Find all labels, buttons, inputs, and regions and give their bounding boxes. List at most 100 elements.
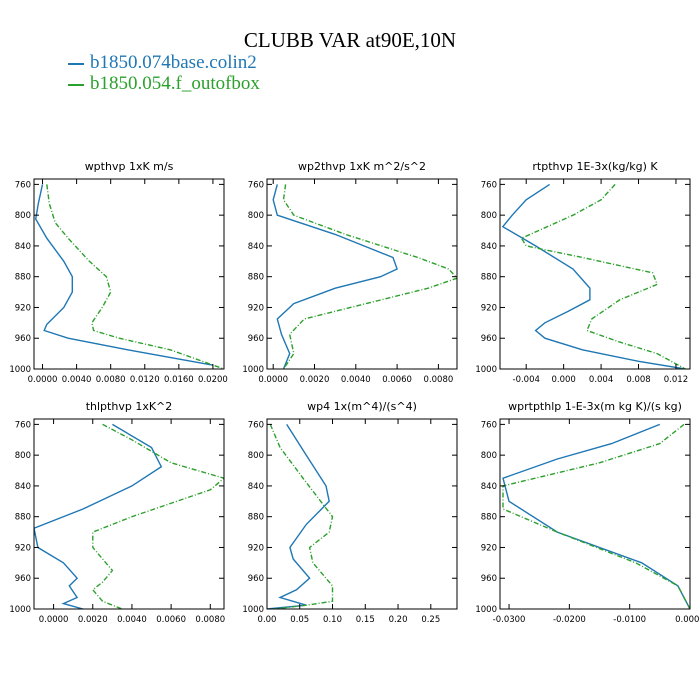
y-tick-label: 840	[248, 242, 264, 252]
y-tick-label: 1000	[9, 365, 31, 375]
y-tick-label: 800	[481, 451, 497, 461]
y-tick-label: 880	[248, 273, 264, 283]
x-tick-label: 0.0200	[198, 375, 228, 385]
x-tick-label: 0.05	[290, 615, 309, 625]
series-line-2	[46, 184, 224, 369]
series-line-1	[34, 423, 163, 609]
series-line-1	[267, 424, 330, 609]
y-tick-label: 920	[248, 303, 264, 313]
legend-swatch-1	[68, 62, 84, 65]
series-line-1	[34, 184, 214, 366]
series-line-1	[502, 423, 690, 609]
legend-label-2: b1850.054.f_outofbox	[90, 73, 260, 94]
panel-frame	[33, 418, 225, 610]
panel-frame	[33, 178, 225, 370]
x-tick-label: 0.0060	[156, 615, 186, 625]
x-tick-label: 0.000	[551, 375, 575, 385]
y-tick-label: 1000	[475, 605, 497, 615]
figure-title: CLUBB VAR at90E,10N	[243, 28, 457, 52]
panel-1: wpthvp 1xK m/s76080084088092096010000.00…	[9, 160, 227, 385]
panel-6: wprtpthlp 1-E-3x(m kg K)/(s kg) 760 800 840…	[475, 400, 700, 625]
y-tick-label: 880	[481, 273, 497, 283]
y-tick-label: 760	[248, 180, 264, 190]
panel-2: wp2thvp 1xK m^2/s^2 760 800 840 880 920 960 100…	[242, 160, 458, 385]
x-tick-label: 0.10	[323, 615, 342, 625]
panel-frame	[499, 418, 691, 610]
y-tick-label: 960	[15, 574, 31, 584]
y-tick-label: 840	[481, 242, 497, 252]
y-tick-label: 840	[248, 482, 264, 492]
y-tick-label: 920	[15, 543, 31, 553]
legend-swatch-2	[68, 83, 84, 86]
y-tick-label: 760	[248, 420, 264, 430]
x-tick-label: 0.0040	[62, 375, 92, 385]
panel-title: wp2thvp 1xK m^2/s^2	[298, 160, 426, 173]
y-tick-label: 800	[248, 211, 264, 221]
y-tick-label: 800	[481, 211, 497, 221]
panel-frame	[266, 418, 458, 610]
legend-item-1: b1850.074base.colin2	[68, 52, 260, 73]
x-tick-label: 0.0060	[382, 375, 412, 385]
y-tick-label: 920	[248, 543, 264, 553]
x-tick-label: 0.0020	[78, 615, 108, 625]
y-tick-label: 880	[15, 513, 31, 523]
panel-title: wp4 1x(m^4)/(s^4)	[307, 400, 417, 413]
x-tick-label: 0.0040	[117, 615, 147, 625]
x-tick-label: 0.0120	[130, 375, 160, 385]
y-tick-label: 920	[481, 303, 497, 313]
y-tick-label: 1000	[475, 365, 497, 375]
panel-title: wpthvp 1xK m/s	[85, 160, 174, 173]
x-tick-label: 0.0000	[28, 375, 58, 385]
x-tick-label: -0.0100	[613, 615, 646, 625]
y-tick-label: 960	[248, 334, 264, 344]
x-tick-label: 0.20	[389, 615, 408, 625]
panel-frame	[499, 178, 691, 370]
series-line-2	[282, 184, 457, 369]
legend: b1850.074base.colin2 b1850.054.f_outofbo…	[68, 52, 260, 94]
y-tick-label: 880	[15, 273, 31, 283]
y-tick-label: 760	[15, 180, 31, 190]
y-tick-label: 960	[15, 334, 31, 344]
x-tick-label: 0.008	[626, 375, 650, 385]
x-tick-label: 0.0080	[96, 375, 126, 385]
y-tick-label: 760	[481, 420, 497, 430]
y-tick-label: 960	[248, 574, 264, 584]
y-tick-label: 1000	[242, 605, 264, 615]
x-tick-label: 0.00	[258, 615, 277, 625]
legend-label-1: b1850.074base.colin2	[90, 52, 257, 73]
x-tick-label: 0.0080	[424, 375, 454, 385]
y-tick-label: 1000	[242, 365, 264, 375]
panel-4: thlpthvp 1xK^2 760 800 840 880 920 960 1000 0.00…	[9, 400, 225, 625]
y-tick-label: 800	[15, 211, 31, 221]
series-line-2	[269, 424, 334, 609]
series-line-2	[520, 183, 686, 369]
x-tick-label: 0.25	[421, 615, 440, 625]
panel-title: wprtpthlp 1-E-3x(m kg K)/(s kg)	[508, 400, 682, 413]
y-tick-label: 920	[15, 303, 31, 313]
x-tick-label: 0.0000	[675, 615, 700, 625]
y-tick-label: 760	[15, 420, 31, 430]
y-tick-label: 840	[15, 482, 31, 492]
y-tick-label: 800	[248, 451, 264, 461]
panel-5: wp4 1x(m^4)/(s^4)76080084088092096010000…	[242, 400, 458, 625]
x-tick-label: 0.0080	[195, 615, 225, 625]
x-tick-label: 0.15	[356, 615, 375, 625]
panel-3: rtpthvp 1E-3x(kg/kg) K 760 800 840 880 920 960…	[475, 160, 691, 385]
y-tick-label: 880	[248, 513, 264, 523]
x-tick-label: 0.0000	[258, 375, 288, 385]
x-tick-label: -0.0300	[493, 615, 526, 625]
panel-title: rtpthvp 1E-3x(kg/kg) K	[532, 160, 658, 173]
y-tick-label: 920	[481, 543, 497, 553]
y-tick-label: 840	[15, 242, 31, 252]
x-tick-label: 0.012	[664, 375, 688, 385]
series-line-1	[501, 183, 686, 369]
x-tick-label: 0.0040	[341, 375, 371, 385]
y-tick-label: 1000	[9, 605, 31, 615]
x-tick-label: -0.004	[513, 375, 540, 385]
y-tick-label: 880	[481, 513, 497, 523]
y-tick-label: 960	[481, 574, 497, 584]
y-tick-label: 960	[481, 334, 497, 344]
series-line-1	[272, 184, 398, 369]
